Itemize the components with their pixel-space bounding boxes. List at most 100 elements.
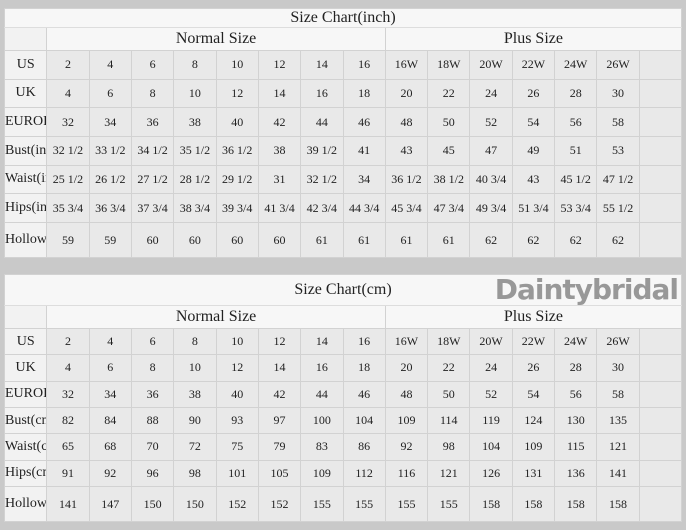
normal-size-cell: 101: [215, 459, 259, 488]
row-label: US: [3, 50, 48, 80]
empty-cell: [638, 354, 683, 382]
normal-size-cell: 12: [215, 78, 259, 109]
empty-cell: [638, 327, 683, 356]
plus-size-cell: 22: [427, 354, 471, 382]
empty-cell: [638, 459, 683, 488]
normal-size-cell: 150: [130, 486, 175, 522]
empty-cell: [638, 222, 683, 258]
normal-size-cell: 60: [257, 222, 302, 258]
row-label: Hips(inch): [3, 193, 48, 223]
plus-size-cell: 24: [469, 354, 513, 382]
normal-size-cell: 27 1/2: [130, 164, 175, 195]
plus-size-cell: 24: [469, 78, 513, 109]
normal-size-cell: 32: [46, 107, 90, 137]
table-row: EUROPE3234363840424446485052545658: [3, 107, 683, 137]
plus-size-cell: 47 1/2: [596, 164, 640, 195]
normal-size-cell: 4: [88, 327, 132, 356]
plus-size-cell: 24W: [554, 50, 598, 80]
normal-size-cell: 90: [173, 406, 217, 435]
plus-size-cell: 49 3/4: [469, 193, 513, 223]
row-label: EUROPE: [3, 107, 48, 137]
size-table: Size Chart(cm) Normal Size Plus Size US 2 4 6 8…: [3, 274, 683, 522]
plus-size-cell: 22: [427, 78, 471, 109]
plus-size-cell: 104: [469, 433, 513, 461]
row-label: Bust(inch): [3, 135, 48, 166]
normal-size-cell: 38: [173, 380, 217, 408]
normal-size-cell: 10: [215, 50, 259, 80]
normal-size-header: Normal Size: [46, 305, 386, 329]
plus-size-cell: 155: [384, 486, 429, 522]
plus-size-cell: 18W: [427, 327, 471, 356]
plus-size-cell: 119: [469, 406, 513, 435]
normal-size-cell: 141: [46, 486, 90, 522]
plus-size-cell: 52: [469, 107, 513, 137]
normal-size-cell: 61: [342, 222, 386, 258]
plus-size-cell: 43: [384, 135, 429, 166]
normal-size-cell: 10: [215, 327, 259, 356]
normal-size-cell: 6: [130, 327, 175, 356]
plus-size-cell: 55 1/2: [596, 193, 640, 223]
plus-size-cell: 47: [469, 135, 513, 166]
normal-size-cell: 8: [130, 354, 175, 382]
size-chart-inch: Size Chart(inch) Normal Size Plus Size US 2 4…: [3, 8, 683, 258]
normal-size-cell: 28 1/2: [173, 164, 217, 195]
plus-size-cell: 50: [427, 107, 471, 137]
row-label: Bust(cm): [3, 406, 48, 435]
normal-size-cell: 38 3/4: [173, 193, 217, 223]
normal-size-cell: 25 1/2: [46, 164, 90, 195]
normal-size-cell: 4: [88, 50, 132, 80]
normal-size-cell: 46: [342, 107, 386, 137]
plus-size-cell: 62: [554, 222, 598, 258]
empty-cell: [638, 406, 683, 435]
normal-size-cell: 109: [300, 459, 344, 488]
normal-size-cell: 16: [342, 327, 386, 356]
plus-size-cell: 58: [596, 107, 640, 137]
normal-size-cell: 37 3/4: [130, 193, 175, 223]
plus-size-cell: 109: [511, 433, 556, 461]
empty-cell: [638, 135, 683, 166]
empty-cell: [638, 380, 683, 408]
plus-size-cell: 50: [427, 380, 471, 408]
empty-cell: [638, 164, 683, 195]
normal-size-cell: 82: [46, 406, 90, 435]
plus-size-cell: 30: [596, 78, 640, 109]
normal-size-cell: 92: [88, 459, 132, 488]
normal-size-cell: 8: [173, 327, 217, 356]
plus-size-cell: 52: [469, 380, 513, 408]
normal-size-cell: 6: [130, 50, 175, 80]
normal-size-cell: 6: [88, 78, 132, 109]
plus-size-cell: 115: [554, 433, 598, 461]
normal-size-cell: 40: [215, 107, 259, 137]
table-row: Hollow to Floor(inch)5959606060606161616…: [3, 222, 683, 258]
plus-size-cell: 114: [427, 406, 471, 435]
normal-size-cell: 4: [46, 354, 90, 382]
normal-size-cell: 34 1/2: [130, 135, 175, 166]
normal-size-cell: 152: [257, 486, 302, 522]
normal-size-cell: 104: [342, 406, 386, 435]
normal-size-cell: 83: [300, 433, 344, 461]
plus-size-cell: 158: [511, 486, 556, 522]
empty-cell: [638, 50, 683, 80]
plus-size-cell: 36 1/2: [384, 164, 429, 195]
row-label: US: [3, 327, 48, 356]
normal-size-header: Normal Size: [46, 27, 386, 51]
normal-size-cell: 16: [300, 354, 344, 382]
normal-size-cell: 38: [173, 107, 217, 137]
row-label: UK: [3, 78, 48, 109]
normal-size-cell: 18: [342, 354, 386, 382]
table-row: US 2 4 6 8 10 12 14 16 16W 18W 20W 22W 24W 26W: [3, 50, 683, 80]
empty-cell: [638, 193, 683, 223]
plus-size-cell: 62: [469, 222, 513, 258]
normal-size-cell: 39 1/2: [300, 135, 344, 166]
normal-size-cell: 44 3/4: [342, 193, 386, 223]
table-row: Waist(cm)6568707275798386929810410911512…: [3, 433, 683, 461]
plus-size-cell: 26: [511, 354, 556, 382]
normal-size-cell: 10: [173, 354, 217, 382]
plus-size-cell: 61: [384, 222, 429, 258]
normal-size-cell: 14: [257, 78, 302, 109]
plus-size-cell: 92: [384, 433, 429, 461]
plus-size-cell: 155: [427, 486, 471, 522]
normal-size-cell: 26 1/2: [88, 164, 132, 195]
table-row: US 2 4 6 8 10 12 14 16 16W 18W 20W 22W 24W 26W: [3, 327, 683, 356]
normal-size-cell: 60: [130, 222, 175, 258]
